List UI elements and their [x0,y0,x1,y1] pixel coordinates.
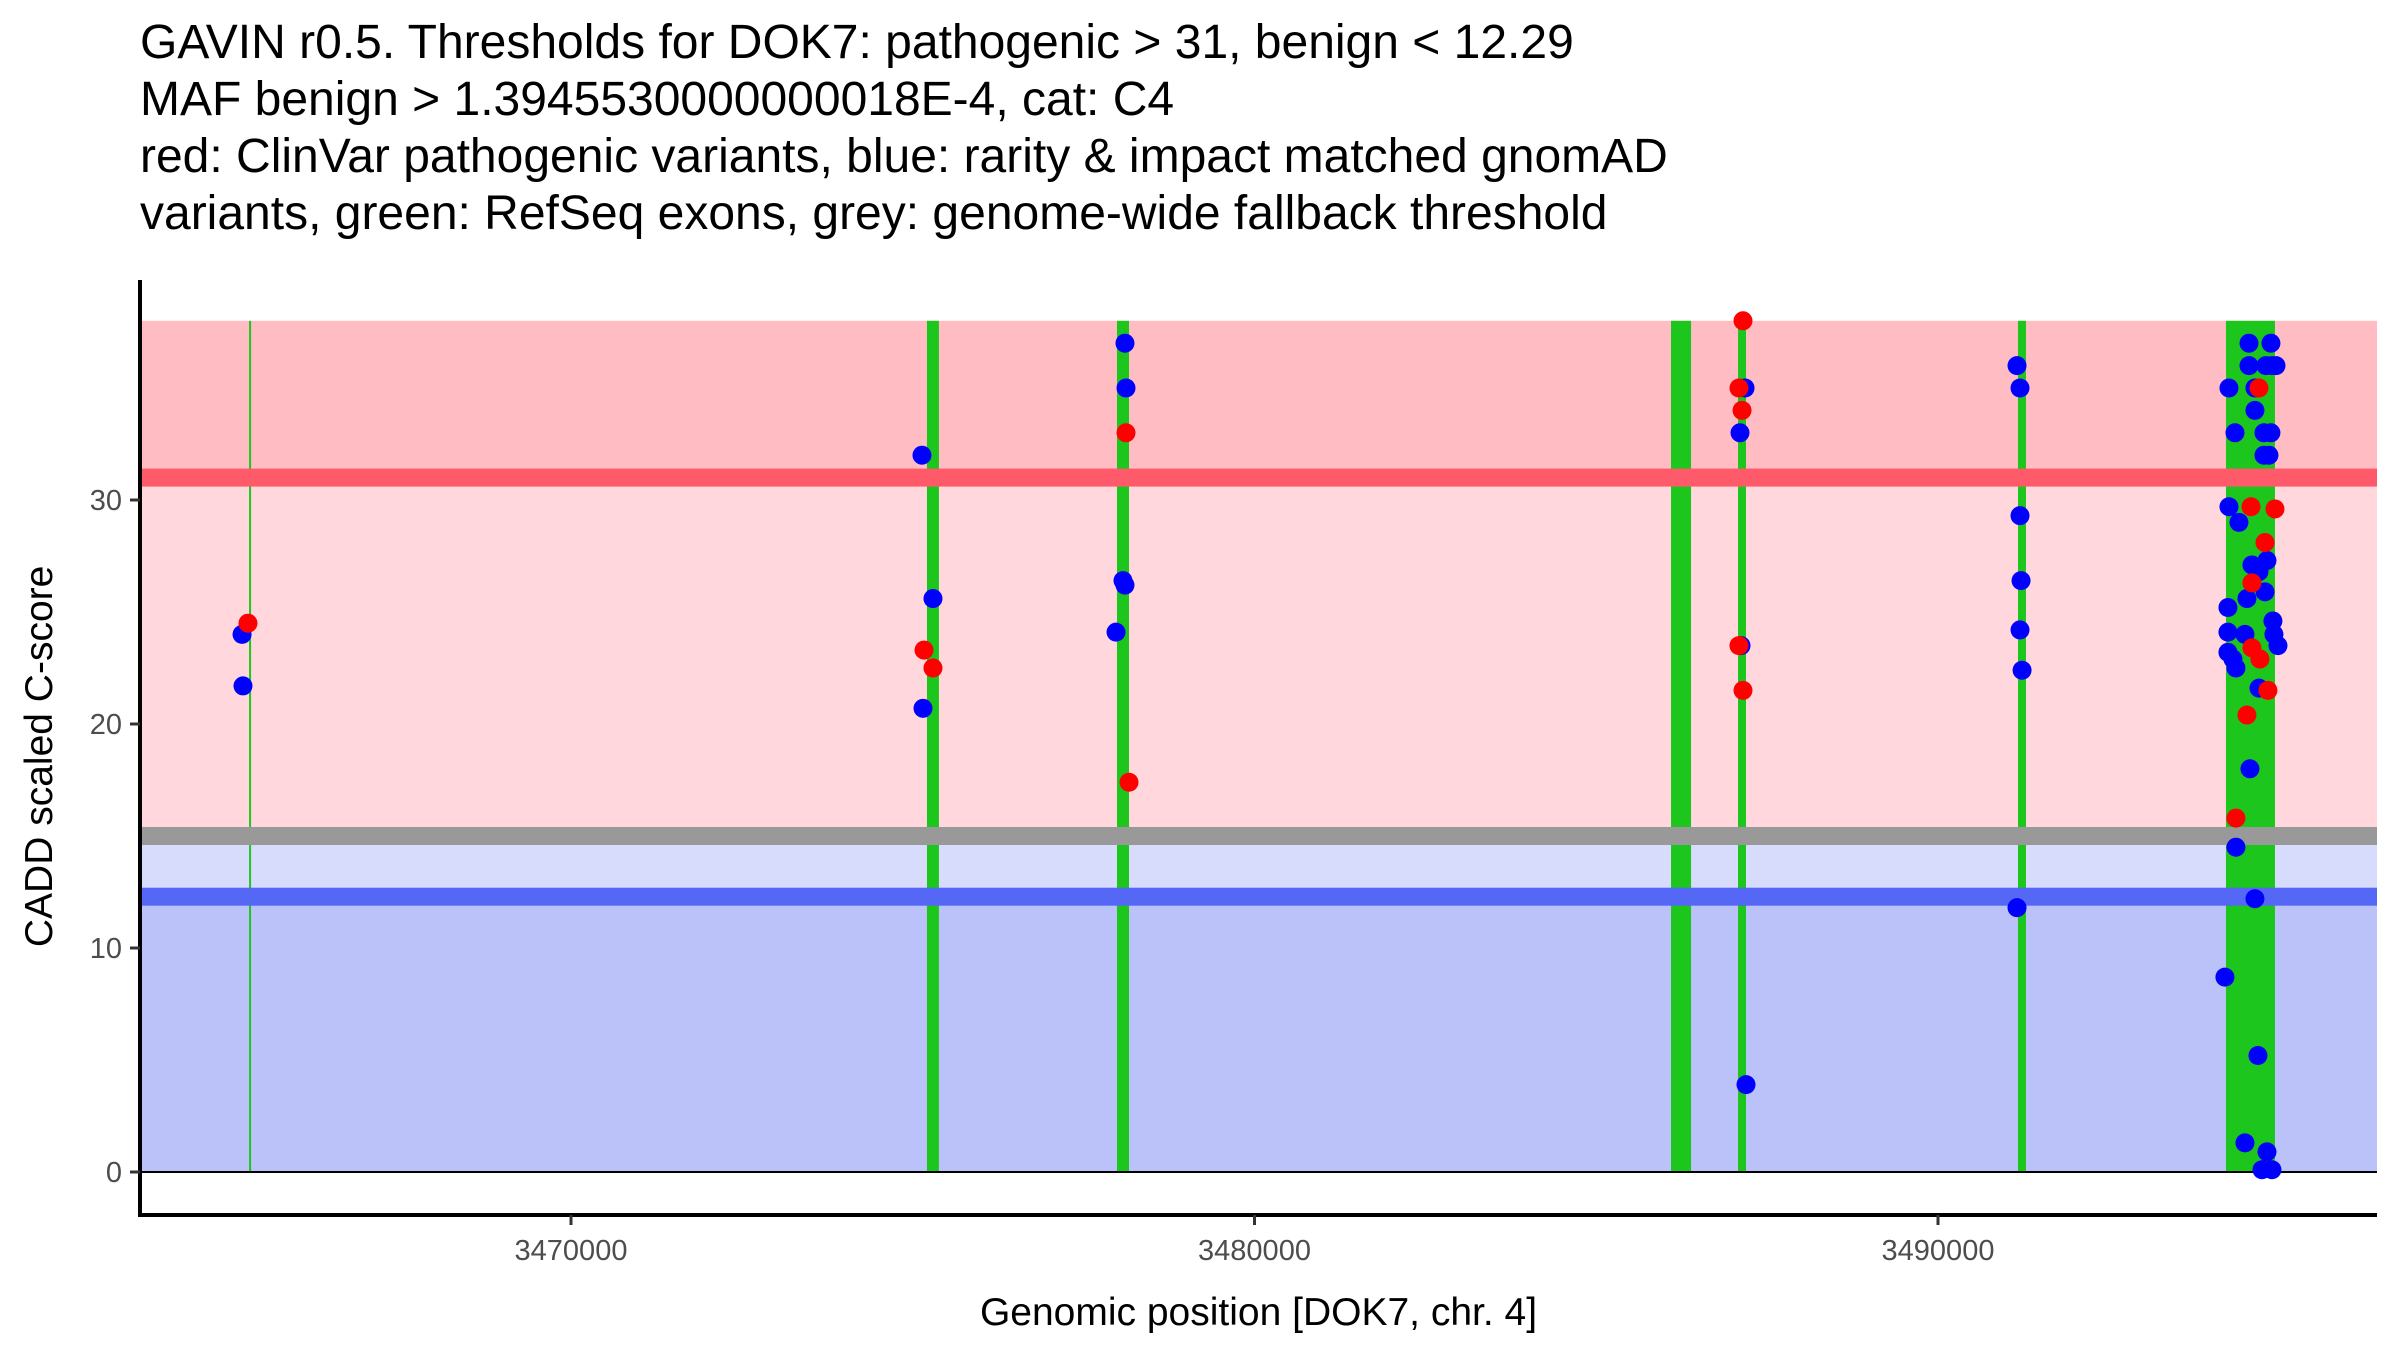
gnomad-point [2248,1046,2268,1066]
pathogenic-point [2237,705,2257,725]
variant-points [232,311,2288,1180]
gnomad-point [233,676,253,696]
gnomad-point [2261,423,2281,443]
exon-bar [1116,320,1130,1172]
gnomad-point [2007,898,2027,918]
pathogenic-point [238,613,258,633]
pathogenic-point [2249,378,2269,398]
pathogenic-point [1729,378,1749,398]
gnomad-point [1730,423,1750,443]
x-tick-label: 3480000 [1198,1235,1311,1267]
gnomad-point [2218,622,2238,642]
pathogenic-point [1729,636,1749,656]
gnomad-point [2226,837,2246,857]
title-line-3: red: ClinVar pathogenic variants, blue: … [140,130,1668,183]
zone-likely-pathogenic [142,477,2377,836]
gnomad-point [2268,636,2288,656]
pathogenic-point [1732,400,1752,420]
gnomad-point [2257,1142,2277,1162]
gnomad-point [923,589,943,609]
pathogenic-point [2255,533,2275,553]
gnomad-point [2239,356,2259,376]
exon-bar [249,320,252,1172]
gnomad-point [2226,658,2246,678]
zone-vous [142,836,2377,897]
gnomad-point [2219,497,2239,517]
gnomad-point [2229,512,2249,532]
pathogenic-point [2250,649,2270,669]
gnomad-point [2007,356,2027,376]
pathogenic-point [2226,808,2246,828]
exon-bars [249,320,2275,1172]
y-tick-label: 0 [106,1157,122,1189]
title-line-2: MAF benign > 1.3945530000000018E-4, cat:… [140,73,1175,126]
zone-benign [142,896,2377,1172]
pathogenic-point [1733,680,1753,700]
gnomad-point [2010,378,2030,398]
pathogenic-point [914,640,934,660]
gnomad-point [2218,598,2238,618]
gnomad-point [2010,620,2030,640]
gnomad-point [2245,889,2265,909]
pathogenic-point [2258,680,2278,700]
exon-bar [1738,320,1747,1172]
exon-bar [1671,320,1692,1172]
fallback-threshold-line [142,827,2377,845]
threshold-zones [142,320,2377,1172]
pathogenic-point [2265,499,2285,519]
x-tick-label: 3490000 [1882,1235,1995,1267]
gnomad-point [2235,1133,2255,1153]
zone-pathogenic [142,320,2377,478]
pathogenic-point [1116,423,1136,443]
exon-bar [926,320,939,1172]
title-line-1: GAVIN r0.5. Thresholds for DOK7: pathoge… [140,16,1574,69]
gnomad-point [2215,967,2235,987]
gnomad-point [912,445,932,465]
gnomad-point [1115,575,1135,595]
pathogenic-point [1733,311,1753,331]
pathogenic-point [2242,573,2262,593]
gnomad-point [2266,356,2286,376]
gnomad-point [2262,1160,2282,1180]
gnomad-point [1736,1075,1756,1095]
x-axis-ticks: 3470000 3480000 3490000 [515,1215,1995,1267]
gnomad-point [2261,333,2281,353]
gnomad-point [2012,660,2032,680]
pathogenic-point [923,658,943,678]
title-line-4: variants, green: RefSeq exons, grey: gen… [140,187,1608,240]
gnomad-point [913,698,933,718]
y-tick-label: 20 [90,709,122,741]
pathogenic-threshold-line [142,468,2377,487]
axes: 0 10 20 30 3470000 3480000 3490000 [90,280,2377,1267]
x-tick-label: 3470000 [515,1235,628,1267]
x-axis-title: Genomic position [DOK7, chr. 4] [980,1291,1537,1334]
gnomad-point [2240,759,2260,779]
gnomad-point [2259,445,2279,465]
gnomad-point [2239,333,2259,353]
pathogenic-point [1119,772,1139,792]
y-tick-label: 10 [90,933,122,965]
gnomad-point [2010,506,2030,526]
exon-bar [2017,320,2026,1172]
pathogenic-point [2241,497,2261,517]
gnomad-point [2219,378,2239,398]
y-axis-ticks: 0 10 20 30 [90,485,140,1189]
gnomad-point [2225,423,2245,443]
benign-threshold-line [142,887,2377,906]
y-tick-label: 30 [90,485,122,517]
gnomad-point [2237,589,2257,609]
gnomad-point [2245,400,2265,420]
threshold-lines [142,468,2377,906]
chart-title: GAVIN r0.5. Thresholds for DOK7: pathoge… [140,14,1668,242]
gnomad-point [1106,622,1126,642]
gnomad-point [1115,333,1135,353]
gnomad-point [1116,378,1136,398]
y-axis-title: CADD scaled C-score [18,566,61,947]
gnomad-point [2011,571,2031,591]
